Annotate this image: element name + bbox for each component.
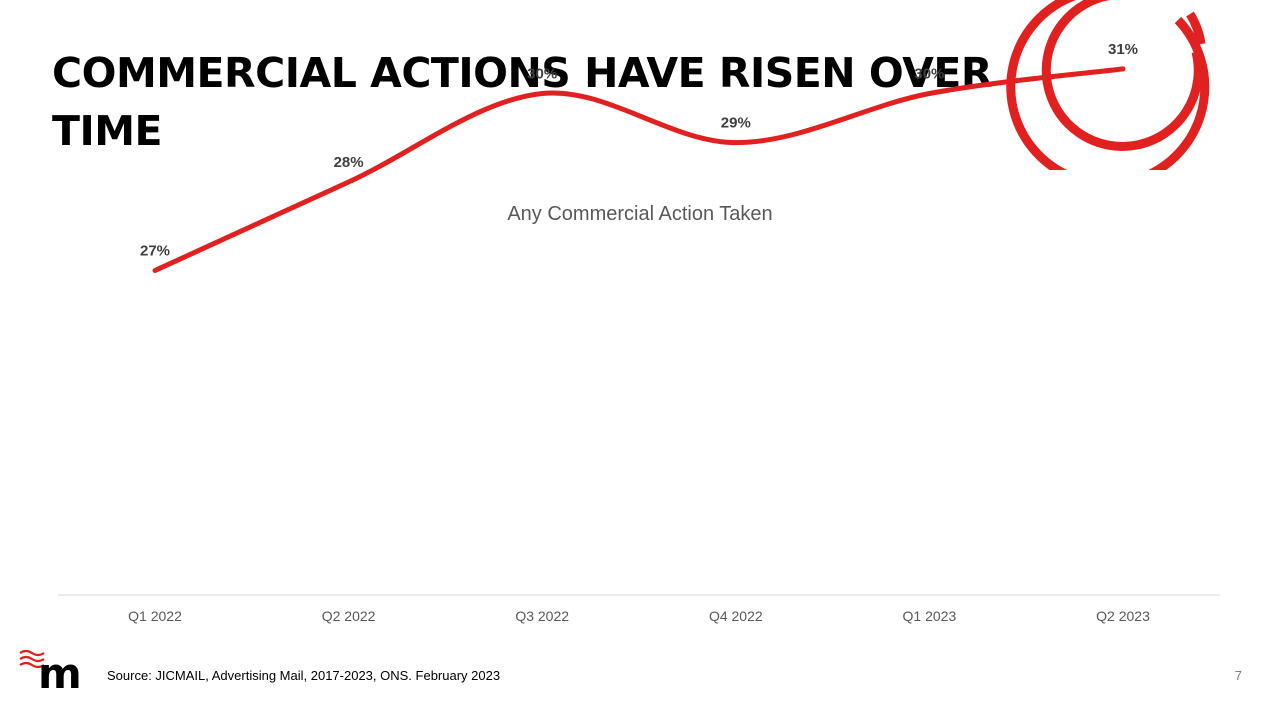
logo-letter: m <box>38 649 82 692</box>
brand-rings-icon <box>1006 0 1210 170</box>
brand-ring-segment <box>1186 11 1206 45</box>
line-chart: Any Commercial Action Taken 27% 28% 30% 29%… <box>58 41 1220 624</box>
mailmen-logo-icon: m <box>19 649 82 692</box>
data-label: 30% <box>527 66 557 83</box>
brand-ring-inner <box>1041 0 1203 151</box>
data-labels: 27% 28% 30% 29% 30% 31% <box>140 41 1138 260</box>
data-label: 27% <box>140 243 170 260</box>
x-tick-label: Q2 2022 <box>322 608 376 624</box>
x-tick-label: Q4 2022 <box>709 608 763 624</box>
x-tick-label: Q2 2023 <box>1096 608 1150 624</box>
data-label: 28% <box>334 154 364 171</box>
source-note: Source: JICMAIL, Advertising Mail, 2017-… <box>107 668 501 683</box>
data-label: 31% <box>1108 41 1138 58</box>
data-label: 30% <box>914 66 944 83</box>
x-tick-labels: Q1 2022 Q2 2022 Q3 2022 Q4 2022 Q1 2023 Q2 20… <box>128 608 1150 624</box>
series-line <box>152 66 1126 273</box>
slide-title: COMMERCIAL ACTIONS HAVE RISEN OVER TIME <box>52 49 992 155</box>
page-number: 7 <box>1234 668 1242 683</box>
x-tick-label: Q1 2022 <box>128 608 182 624</box>
brand-ring-outer <box>1006 0 1210 170</box>
x-tick-label: Q1 2023 <box>903 608 957 624</box>
data-label: 29% <box>721 115 751 132</box>
chart-title: Any Commercial Action Taken <box>507 203 772 225</box>
x-tick-label: Q3 2022 <box>515 608 569 624</box>
